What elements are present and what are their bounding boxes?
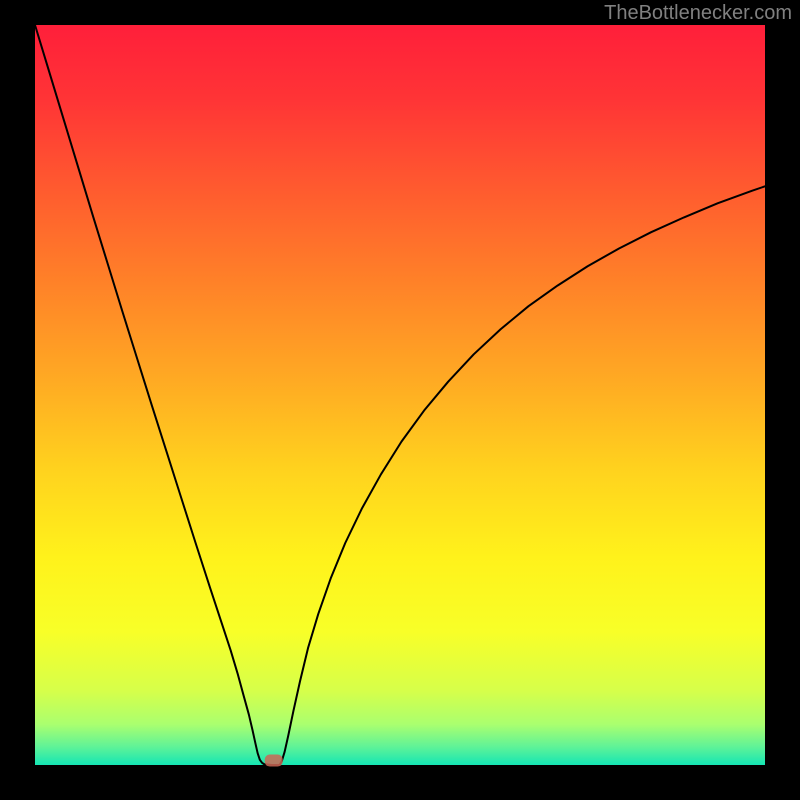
minimum-marker [265,755,283,767]
plot-background [35,25,765,765]
bottleneck-chart-svg [0,0,800,800]
chart-container: TheBottlenecker.com [0,0,800,800]
